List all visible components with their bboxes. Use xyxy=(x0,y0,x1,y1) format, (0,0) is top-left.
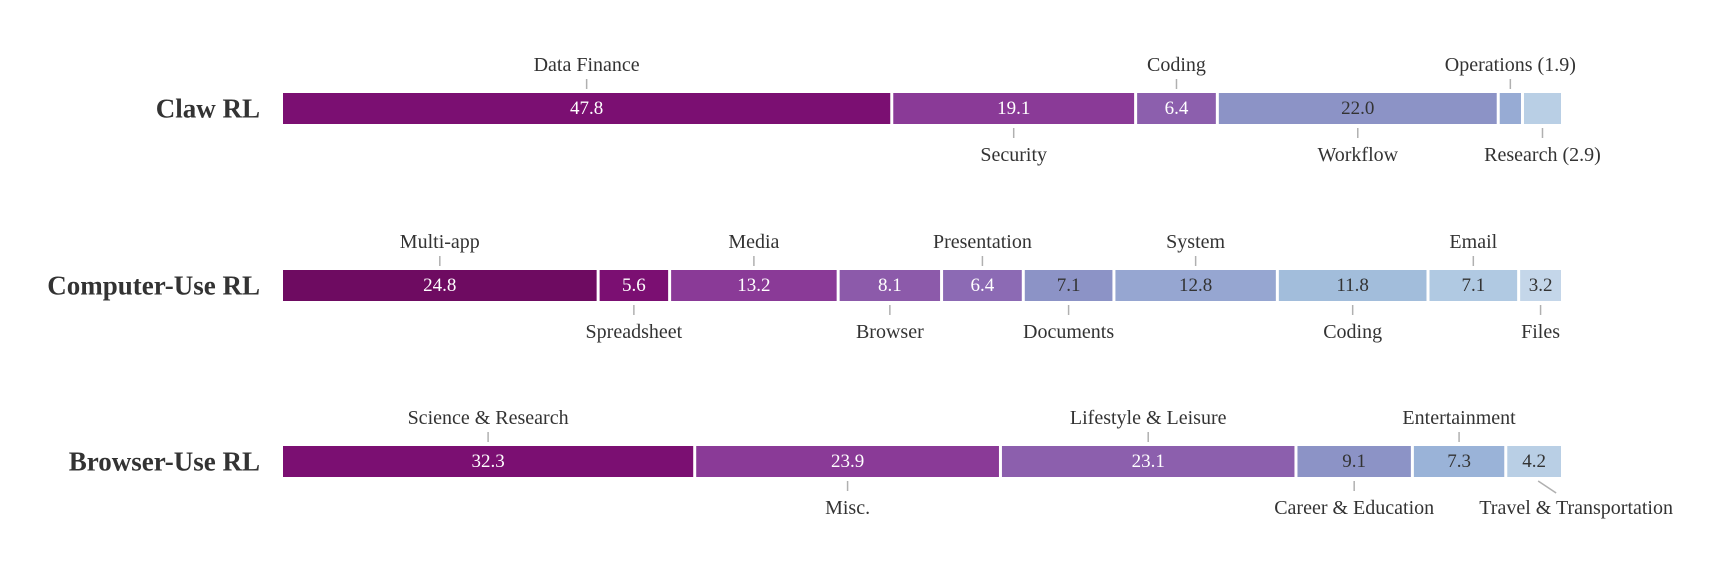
segment-value-label: 32.3 xyxy=(471,451,504,472)
bar-segment xyxy=(1507,446,1561,477)
segment-value-label: 6.4 xyxy=(971,275,995,296)
bar-segment xyxy=(1297,446,1411,477)
category-label: Email xyxy=(1449,231,1497,253)
category-label: Research (2.9) xyxy=(1484,144,1601,166)
category-label: System xyxy=(1166,231,1225,253)
category-label: Security xyxy=(980,144,1047,166)
segment-value-label: 47.8 xyxy=(570,98,603,119)
bar-segment xyxy=(1523,93,1561,124)
bar-segment xyxy=(1218,93,1497,124)
bar-segment xyxy=(1115,270,1276,301)
segment-value-label: 8.1 xyxy=(878,275,902,296)
bar-segment xyxy=(671,270,837,301)
bar-segment xyxy=(943,270,1022,301)
segment-value-label: 13.2 xyxy=(737,275,770,296)
category-label: Browser xyxy=(856,321,924,343)
category-label: Coding xyxy=(1323,321,1382,343)
category-label: Spreadsheet xyxy=(586,321,683,343)
segment-value-label: 5.6 xyxy=(622,275,646,296)
category-label: Career & Education xyxy=(1274,497,1434,519)
bar-segment xyxy=(1278,270,1427,301)
bar-segment xyxy=(1024,270,1113,301)
bar-segment xyxy=(1001,446,1295,477)
segment-value-label: 7.1 xyxy=(1057,275,1081,296)
segment-value-label: 7.3 xyxy=(1447,451,1471,472)
segment-value-label: 7.1 xyxy=(1461,275,1485,296)
row-label: Claw RL xyxy=(156,94,260,124)
bar-segment xyxy=(283,446,694,477)
category-label: Documents xyxy=(1023,321,1114,343)
leader-line xyxy=(1537,480,1557,494)
category-label: Entertainment xyxy=(1402,407,1516,429)
bar-segment xyxy=(1137,93,1216,124)
segment-value-label: 12.8 xyxy=(1179,275,1212,296)
row-label: Browser-Use RL xyxy=(69,447,260,477)
category-label: Science & Research xyxy=(408,407,569,429)
category-label: Media xyxy=(728,231,779,253)
bar-segment xyxy=(599,270,669,301)
category-label: Data Finance xyxy=(534,54,640,76)
segment-value-label: 23.1 xyxy=(1132,451,1165,472)
category-label: Misc. xyxy=(825,497,870,519)
category-label: Operations (1.9) xyxy=(1445,54,1576,76)
segment-value-label: 9.1 xyxy=(1342,451,1366,472)
bar-segment xyxy=(839,270,941,301)
segment-value-label: 3.2 xyxy=(1529,275,1553,296)
chart-row: Browser-Use RL 32.3 Science & Research 23.9… xyxy=(69,407,1673,519)
category-label: Workflow xyxy=(1317,144,1398,166)
bar-segment xyxy=(1413,446,1505,477)
segment-value-label: 22.0 xyxy=(1341,98,1374,119)
row-label: Computer-Use RL xyxy=(47,271,260,301)
segment-value-label: 11.8 xyxy=(1336,275,1369,296)
bar-segment xyxy=(283,270,597,301)
bar-segment xyxy=(1520,270,1561,301)
category-label: Coding xyxy=(1147,54,1206,76)
segment-value-label: 23.9 xyxy=(831,451,864,472)
segment-value-label: 4.2 xyxy=(1522,451,1546,472)
segment-value-label: 6.4 xyxy=(1165,98,1189,119)
bar-segment xyxy=(283,93,891,124)
bar-segment xyxy=(696,446,999,477)
category-label: Presentation xyxy=(933,231,1032,253)
bar-segment xyxy=(1499,93,1521,124)
chart-row: Claw RL 47.8 Data Finance 19.1 Security 6.4 Co… xyxy=(156,54,1601,166)
segment-value-label: 19.1 xyxy=(997,98,1030,119)
category-label: Travel & Transportation xyxy=(1479,497,1673,519)
category-label: Files xyxy=(1521,321,1560,343)
bar-segment xyxy=(893,93,1135,124)
chart-row: Computer-Use RL 24.8 Multi-app 5.6 Spreadshe… xyxy=(47,231,1561,343)
segment-value-label: 24.8 xyxy=(423,275,456,296)
bar-segment xyxy=(1429,270,1518,301)
category-label: Multi-app xyxy=(400,231,480,253)
category-label: Lifestyle & Leisure xyxy=(1070,407,1227,429)
